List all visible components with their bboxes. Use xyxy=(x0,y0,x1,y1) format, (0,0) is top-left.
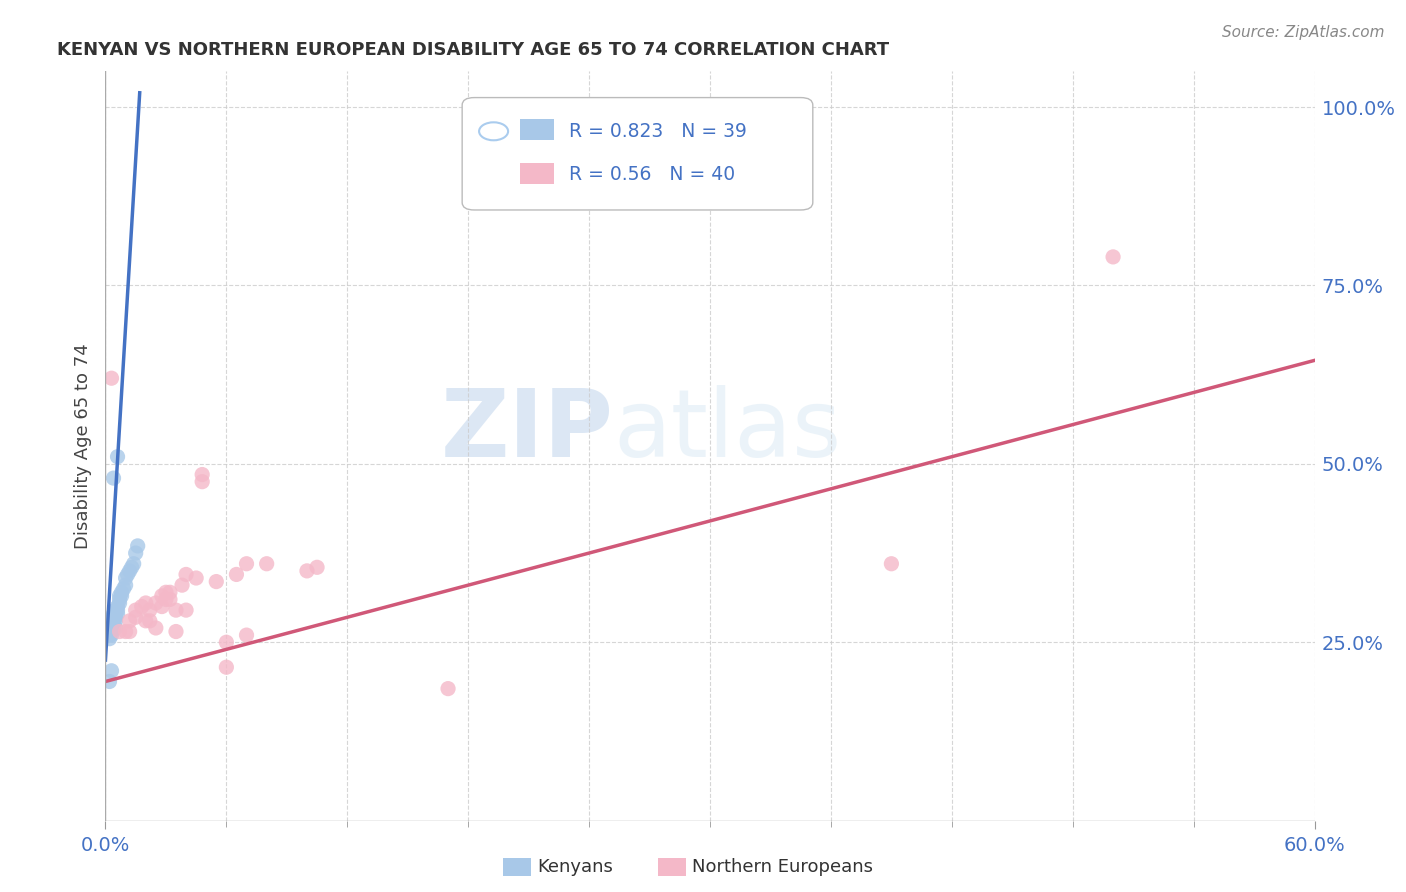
Point xyxy=(114,571,136,585)
Y-axis label: Disability Age 65 to 74: Disability Age 65 to 74 xyxy=(73,343,91,549)
Point xyxy=(100,621,122,635)
Point xyxy=(155,585,177,599)
Text: Source: ZipAtlas.com: Source: ZipAtlas.com xyxy=(1222,25,1385,40)
Point xyxy=(256,557,278,571)
Point xyxy=(108,596,131,610)
Point xyxy=(96,628,118,642)
Point xyxy=(215,660,238,674)
Text: KENYAN VS NORTHERN EUROPEAN DISABILITY AGE 65 TO 74 CORRELATION CHART: KENYAN VS NORTHERN EUROPEAN DISABILITY A… xyxy=(58,41,889,59)
Point xyxy=(100,624,122,639)
Point xyxy=(104,607,127,621)
Point xyxy=(98,621,121,635)
Point xyxy=(131,599,153,614)
Point xyxy=(124,610,148,624)
Point xyxy=(159,592,181,607)
FancyBboxPatch shape xyxy=(463,97,813,210)
Point xyxy=(100,371,122,385)
Point xyxy=(165,624,187,639)
Point xyxy=(107,599,129,614)
Point xyxy=(114,624,136,639)
Point xyxy=(103,607,125,621)
Point xyxy=(150,599,173,614)
Point xyxy=(117,567,139,582)
Point xyxy=(127,539,149,553)
Point xyxy=(225,567,247,582)
Point xyxy=(108,589,131,603)
Point xyxy=(96,614,118,628)
Point xyxy=(235,557,257,571)
Point xyxy=(135,596,157,610)
Point xyxy=(121,560,143,574)
Point xyxy=(295,564,318,578)
Point xyxy=(170,578,193,592)
Point xyxy=(215,635,238,649)
Point xyxy=(107,603,129,617)
Point xyxy=(880,557,903,571)
Point xyxy=(145,621,167,635)
Point xyxy=(103,621,125,635)
Text: Kenyans: Kenyans xyxy=(537,858,613,876)
Text: R = 0.823   N = 39: R = 0.823 N = 39 xyxy=(568,121,747,141)
Point xyxy=(100,664,122,678)
Point xyxy=(174,567,197,582)
Point xyxy=(107,607,129,621)
Point xyxy=(108,624,131,639)
Point xyxy=(98,674,121,689)
FancyBboxPatch shape xyxy=(520,119,554,139)
Point xyxy=(107,450,129,464)
Point xyxy=(104,614,127,628)
Point xyxy=(437,681,460,696)
Text: atlas: atlas xyxy=(613,385,842,477)
FancyBboxPatch shape xyxy=(520,162,554,184)
Point xyxy=(98,628,121,642)
Point xyxy=(145,596,167,610)
Point xyxy=(165,603,187,617)
Point xyxy=(174,603,197,617)
Point xyxy=(103,617,125,632)
Point xyxy=(114,578,136,592)
Point xyxy=(205,574,228,589)
Point xyxy=(191,467,214,482)
Point xyxy=(118,614,141,628)
Point xyxy=(1102,250,1125,264)
Point xyxy=(103,471,125,485)
Point xyxy=(139,614,162,628)
Point xyxy=(191,475,214,489)
Point xyxy=(139,603,162,617)
Point xyxy=(118,564,141,578)
Point xyxy=(108,592,131,607)
Point xyxy=(112,582,135,596)
Point xyxy=(100,617,122,632)
Point xyxy=(135,614,157,628)
Point xyxy=(100,628,122,642)
Point xyxy=(155,592,177,607)
Text: Northern Europeans: Northern Europeans xyxy=(692,858,873,876)
Text: ZIP: ZIP xyxy=(440,385,613,477)
Point xyxy=(104,610,127,624)
Point xyxy=(159,585,181,599)
Point xyxy=(118,624,141,639)
Point xyxy=(103,614,125,628)
Point xyxy=(307,560,329,574)
Point xyxy=(150,589,173,603)
Point xyxy=(98,632,121,646)
Point xyxy=(110,589,132,603)
Point xyxy=(235,628,257,642)
Point xyxy=(122,557,145,571)
Point xyxy=(124,603,148,617)
Point xyxy=(104,621,127,635)
Text: R = 0.56   N = 40: R = 0.56 N = 40 xyxy=(568,165,735,184)
Point xyxy=(124,546,148,560)
Point xyxy=(104,603,127,617)
Point xyxy=(110,585,132,599)
Point xyxy=(186,571,208,585)
